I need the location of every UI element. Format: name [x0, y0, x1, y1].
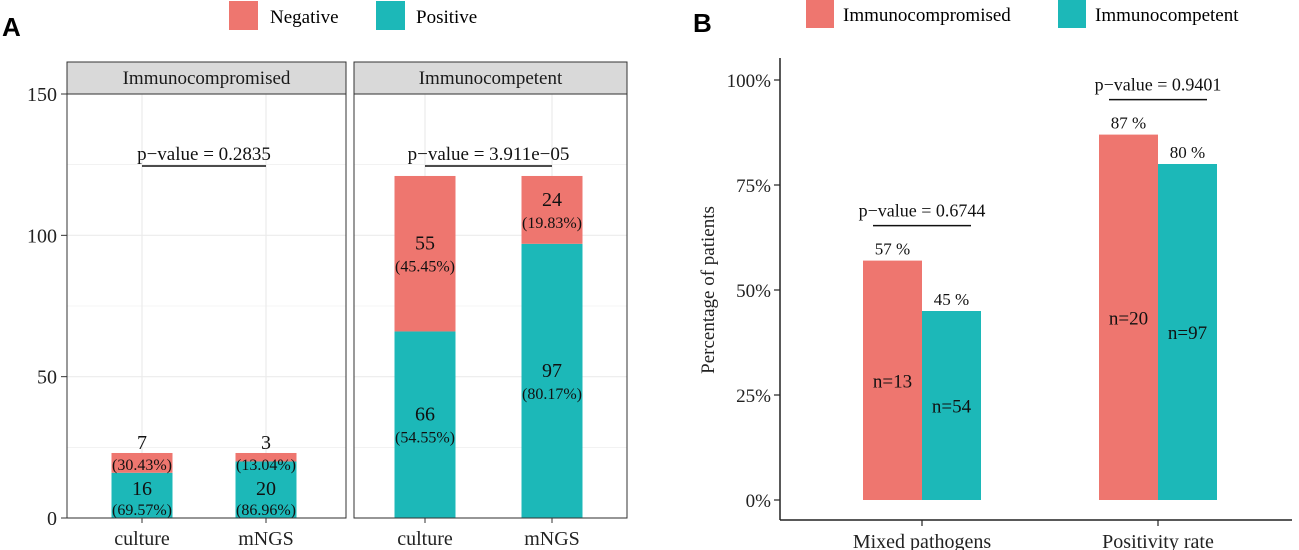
data-label-positive-pct: (54.55%) — [395, 430, 455, 447]
data-label-positive-pct: (69.57%) — [112, 502, 172, 519]
data-label-negative-count: 55 — [415, 233, 435, 255]
x-tick-label-b: Positivity rate — [1102, 531, 1214, 550]
y-tick-label-b: 25% — [736, 386, 771, 407]
legend-swatch-positive — [376, 1, 405, 30]
y-tick-label-b: 100% — [727, 71, 772, 92]
x-tick-label-a: mNGS — [524, 528, 580, 550]
y-tick-label-a: 50 — [37, 367, 57, 389]
y-tick-label-a: 100 — [27, 225, 57, 247]
pvalue-label-b: p−value = 0.9401 — [1095, 75, 1222, 95]
facet-strip-label: Immunocompetent — [419, 68, 563, 89]
y-tick-label-b: 50% — [736, 281, 771, 302]
panel-a-plot: 0 50 100 150 Immunocompromised 16 (69.57%) 7 (30… — [27, 62, 627, 550]
legend-label-negative: Negative — [270, 7, 339, 28]
data-label-n-b: n=54 — [932, 397, 972, 418]
data-label-pct-b: 87 % — [1111, 114, 1146, 133]
legend-b: Immunocompromised Immunocompetent — [806, 0, 1239, 28]
data-label-negative-pct: (13.04%) — [236, 457, 296, 474]
data-label-positive-count: 16 — [132, 478, 152, 500]
legend-swatch-immunocompromised — [806, 0, 834, 28]
legend-a: Negative Positive — [229, 1, 477, 30]
data-label-n-b: n=20 — [1109, 308, 1148, 329]
data-label-pct-b: 45 % — [934, 290, 969, 309]
data-label-n-b: n=13 — [873, 371, 912, 392]
y-tick-label-a: 0 — [47, 508, 57, 530]
data-label-negative-pct: (19.83%) — [522, 215, 582, 232]
data-label-positive-count: 97 — [542, 360, 562, 382]
legend-label-immunocompromised: Immunocompromised — [843, 5, 1011, 26]
data-label-negative-count: 24 — [542, 189, 562, 211]
legend-swatch-negative — [229, 1, 258, 30]
y-tick-label-a: 150 — [27, 84, 57, 106]
y-axis-title-b: Percentage of patients — [698, 206, 719, 374]
y-tick-label-b: 0% — [746, 491, 772, 512]
pvalue-label-b: p−value = 0.6744 — [859, 201, 986, 221]
data-label-positive-count: 66 — [415, 404, 435, 426]
pvalue-label-a: p−value = 0.2835 — [137, 144, 271, 165]
data-label-positive-pct: (80.17%) — [522, 386, 582, 403]
figure: A B Negative Positive Immunocompromised … — [0, 0, 1299, 550]
data-label-negative-pct: (30.43%) — [112, 457, 172, 474]
legend-label-immunocompetent: Immunocompetent — [1095, 5, 1239, 26]
data-label-positive-pct: (86.96%) — [236, 502, 296, 519]
panel-b-plot: 0% 25% 50% 75% 100% Percentage of patients 57 … — [698, 58, 1292, 550]
x-tick-label-a: culture — [114, 528, 170, 550]
data-label-pct-b: 80 % — [1170, 143, 1205, 162]
panel-label-b: B — [693, 8, 712, 38]
pvalue-label-a: p−value = 3.911e−05 — [408, 144, 570, 165]
data-label-negative-pct: (45.45%) — [395, 259, 455, 276]
data-label-n-b: n=97 — [1168, 323, 1207, 344]
facet-strip-label: Immunocompromised — [123, 68, 291, 89]
panel-label-a: A — [2, 12, 21, 42]
x-tick-label-b: Mixed pathogens — [853, 531, 992, 550]
data-label-positive-count: 20 — [256, 478, 276, 500]
legend-swatch-immunocompetent — [1058, 0, 1086, 28]
data-label-negative-count: 7 — [137, 432, 147, 454]
data-label-pct-b: 57 % — [875, 240, 910, 259]
x-tick-label-a: mNGS — [238, 528, 294, 550]
x-tick-label-a: culture — [397, 528, 453, 550]
data-label-negative-count: 3 — [261, 432, 271, 454]
y-tick-label-b: 75% — [736, 176, 771, 197]
legend-label-positive: Positive — [416, 7, 477, 28]
